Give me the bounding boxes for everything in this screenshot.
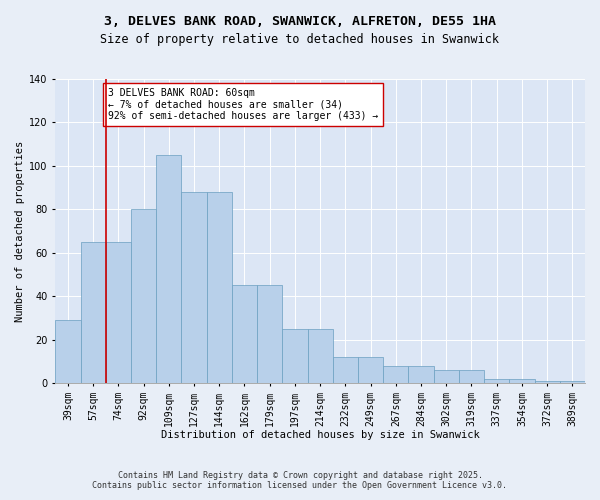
Bar bbox=[283, 328, 308, 383]
Bar bbox=[484, 378, 509, 383]
Bar bbox=[560, 381, 585, 383]
Bar bbox=[383, 366, 409, 383]
Bar bbox=[409, 366, 434, 383]
Text: Size of property relative to detached houses in Swanwick: Size of property relative to detached ho… bbox=[101, 32, 499, 46]
X-axis label: Distribution of detached houses by size in Swanwick: Distribution of detached houses by size … bbox=[161, 430, 479, 440]
Bar bbox=[232, 285, 257, 383]
Bar bbox=[156, 155, 181, 383]
Text: Contains HM Land Registry data © Crown copyright and database right 2025.
Contai: Contains HM Land Registry data © Crown c… bbox=[92, 470, 508, 490]
Bar bbox=[333, 357, 358, 383]
Text: 3, DELVES BANK ROAD, SWANWICK, ALFRETON, DE55 1HA: 3, DELVES BANK ROAD, SWANWICK, ALFRETON,… bbox=[104, 15, 496, 28]
Bar bbox=[131, 210, 156, 383]
Bar bbox=[80, 242, 106, 383]
Bar bbox=[206, 192, 232, 383]
Bar bbox=[106, 242, 131, 383]
Bar bbox=[55, 320, 80, 383]
Bar bbox=[509, 378, 535, 383]
Text: 3 DELVES BANK ROAD: 60sqm
← 7% of detached houses are smaller (34)
92% of semi-d: 3 DELVES BANK ROAD: 60sqm ← 7% of detach… bbox=[108, 88, 379, 121]
Bar bbox=[535, 381, 560, 383]
Y-axis label: Number of detached properties: Number of detached properties bbox=[15, 140, 25, 322]
Bar bbox=[358, 357, 383, 383]
Bar bbox=[459, 370, 484, 383]
Bar bbox=[181, 192, 206, 383]
Bar bbox=[308, 328, 333, 383]
Bar bbox=[434, 370, 459, 383]
Bar bbox=[257, 285, 283, 383]
